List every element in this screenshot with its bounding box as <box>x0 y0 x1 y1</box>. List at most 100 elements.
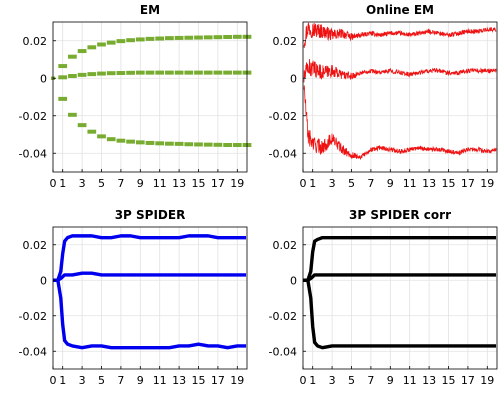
y-tick-label: -0.04 <box>19 147 47 160</box>
data-point <box>97 134 106 139</box>
data-point <box>97 42 106 47</box>
y-tick-label: -0.04 <box>19 345 47 358</box>
data-point <box>232 143 242 147</box>
x-tick-label: 13 <box>172 374 186 387</box>
x-tick-label: 13 <box>422 177 436 190</box>
data-point <box>68 54 77 59</box>
data-point <box>194 35 203 40</box>
data-point <box>213 142 223 147</box>
data-point <box>174 141 184 146</box>
x-tick-label: 15 <box>192 177 206 190</box>
data-point <box>232 34 242 39</box>
x-tick-label: 9 <box>387 177 394 190</box>
y-tick-label: -0.02 <box>19 110 47 123</box>
x-tick-label: 3 <box>79 177 86 190</box>
data-point <box>232 70 242 75</box>
x-tick-label: 0 <box>50 374 57 387</box>
chart-title: Online EM <box>366 3 434 17</box>
data-point <box>165 141 174 146</box>
data-point <box>135 70 145 75</box>
x-tick-label: 19 <box>230 177 244 190</box>
x-tick-label: 1 <box>59 177 66 190</box>
data-point <box>106 71 116 76</box>
y-tick-label: 0 <box>290 72 297 85</box>
axes-frame <box>302 21 498 173</box>
data-point <box>194 70 203 75</box>
y-tick-label: -0.02 <box>19 310 47 323</box>
data-point <box>106 137 116 142</box>
data-point <box>155 141 165 146</box>
axes-frame <box>52 226 248 370</box>
y-tick-label: 0.02 <box>23 35 48 48</box>
y-tick-label: -0.02 <box>269 110 297 123</box>
x-tick-label: 19 <box>480 374 494 387</box>
x-tick-label: 5 <box>348 374 355 387</box>
data-point <box>174 35 184 40</box>
y-tick-label: 0.02 <box>273 239 298 252</box>
x-tick-label: 1 <box>309 177 316 190</box>
y-tick-label: -0.04 <box>269 345 297 358</box>
x-tick-label: 15 <box>442 177 456 190</box>
data-point <box>126 70 135 75</box>
x-tick-label: 7 <box>367 374 374 387</box>
data-point <box>87 72 97 77</box>
data-point <box>116 39 126 44</box>
x-tick-label: 1 <box>59 374 66 387</box>
x-tick-label: 9 <box>387 374 394 387</box>
x-tick-label: 15 <box>192 374 206 387</box>
data-point <box>68 74 77 78</box>
series-3 <box>303 85 497 160</box>
x-tick-label: 9 <box>137 374 144 387</box>
data-point <box>126 139 135 144</box>
series-line <box>303 273 497 282</box>
data-point <box>184 70 194 75</box>
y-tick-label: 0 <box>40 274 47 287</box>
data-point <box>223 70 232 75</box>
data-point <box>203 70 213 75</box>
x-tick-label: 5 <box>98 177 105 190</box>
x-tick-label: 17 <box>211 374 225 387</box>
data-point <box>58 96 68 101</box>
x-tick-label: 17 <box>461 177 475 190</box>
data-point <box>106 40 116 45</box>
series-1 <box>53 234 247 282</box>
x-tick-label: 0 <box>300 177 307 190</box>
data-point <box>116 138 126 143</box>
axes-frame <box>52 21 248 173</box>
y-tick-label: 0 <box>40 72 47 85</box>
data-point <box>97 71 106 76</box>
data-point <box>145 70 155 75</box>
series-2 <box>303 273 497 282</box>
series-line <box>53 234 247 282</box>
series-line <box>303 22 497 48</box>
x-tick-label: 17 <box>211 177 225 190</box>
axes-frame <box>302 226 498 370</box>
x-tick-label: 11 <box>403 374 417 387</box>
series-line <box>303 58 497 83</box>
y-tick-label: 0.02 <box>23 239 48 252</box>
data-point <box>203 35 213 40</box>
series-2 <box>303 58 497 83</box>
data-point <box>126 38 135 43</box>
series-line <box>303 278 497 350</box>
data-point <box>223 143 232 147</box>
data-point <box>184 35 194 40</box>
x-tick-label: 11 <box>153 374 167 387</box>
series-line <box>53 278 247 350</box>
x-tick-label: 11 <box>403 177 417 190</box>
data-point <box>68 112 77 117</box>
x-tick-label: 11 <box>153 177 167 190</box>
x-tick-label: 13 <box>172 177 186 190</box>
x-tick-label: 15 <box>442 374 456 387</box>
x-tick-label: 17 <box>461 374 475 387</box>
data-point <box>77 49 87 54</box>
x-tick-label: 9 <box>137 177 144 190</box>
data-point <box>184 142 194 147</box>
data-point <box>77 123 87 128</box>
series-3 <box>51 76 252 147</box>
x-tick-label: 3 <box>329 374 336 387</box>
data-point <box>77 72 87 77</box>
x-tick-label: 0 <box>50 177 57 190</box>
